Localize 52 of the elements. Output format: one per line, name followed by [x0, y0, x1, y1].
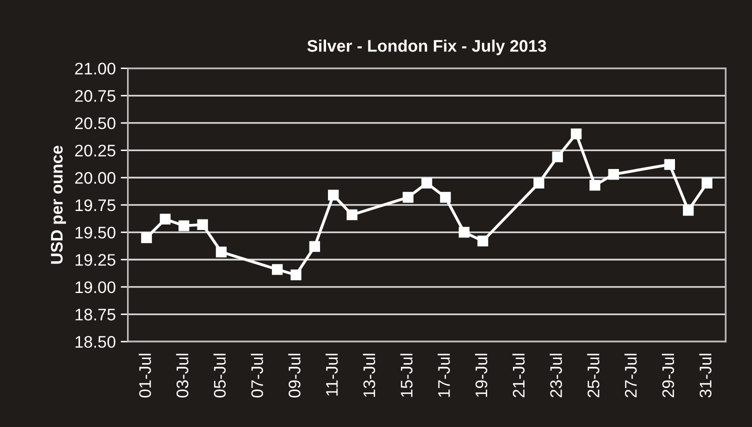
- point: [402, 192, 414, 203]
- y-tick-label: 18.75: [76, 308, 116, 320]
- point: [160, 214, 171, 225]
- x-tick-label: 07-Jul: [250, 354, 264, 398]
- x-tick-label: 19-Jul: [475, 354, 488, 397]
- point: [216, 246, 227, 258]
- x-tick-label: 11-Jul: [326, 354, 338, 396]
- y-tick-label: 19.50: [76, 226, 116, 238]
- x-tick-label: 05-Jul: [213, 354, 226, 398]
- point: [290, 270, 302, 280]
- y-tick-label: 19.00: [76, 281, 116, 294]
- point: [197, 219, 208, 230]
- y-tick-label: 20.75: [75, 90, 116, 102]
- x-tick-label: 29-Jul: [662, 354, 674, 398]
- point: [346, 209, 358, 220]
- x-tick-label: 03-Jul: [176, 354, 188, 398]
- point: [440, 192, 451, 203]
- x-tick-label: 21-Jul: [512, 354, 525, 398]
- point: [458, 226, 470, 238]
- y-tick-label: 20.50: [75, 117, 116, 130]
- point: [141, 232, 152, 244]
- point: [552, 151, 563, 162]
- point: [533, 178, 544, 188]
- y-tick-label: 20.25: [75, 144, 116, 157]
- point: [570, 128, 582, 140]
- y-tick-label: 21.00: [75, 62, 116, 75]
- x-tick-label: 27-Jul: [624, 354, 637, 398]
- point: [477, 236, 488, 246]
- x-tick-label: 25-Jul: [587, 354, 600, 398]
- point: [702, 178, 712, 188]
- chart-title: Silver - London Fix - July 2013: [307, 40, 546, 56]
- y-tick-label: 19.75: [76, 199, 116, 212]
- y-tick-label: 19.25: [76, 254, 116, 266]
- x-tick-label: 09-Jul: [288, 354, 300, 398]
- y-axis-title: USD per ounce: [50, 146, 66, 264]
- y-tick-label: 18.50: [76, 336, 116, 348]
- point: [664, 159, 676, 170]
- point: [328, 190, 339, 201]
- x-tick-label: 31-Jul: [699, 354, 712, 398]
- point: [421, 178, 432, 188]
- x-tick-label: 17-Jul: [438, 354, 450, 397]
- point: [608, 168, 619, 180]
- x-tick-label: 15-Jul: [400, 354, 413, 397]
- x-tick-label: 01-Jul: [138, 354, 151, 398]
- point: [682, 205, 694, 216]
- point: [309, 241, 320, 252]
- y-tick-label: 20.00: [75, 172, 116, 184]
- point: [272, 264, 283, 275]
- x-tick-label: 13-Jul: [362, 354, 376, 397]
- point: [178, 220, 190, 232]
- x-tick-label: 23-Jul: [550, 354, 562, 398]
- point: [590, 180, 600, 191]
